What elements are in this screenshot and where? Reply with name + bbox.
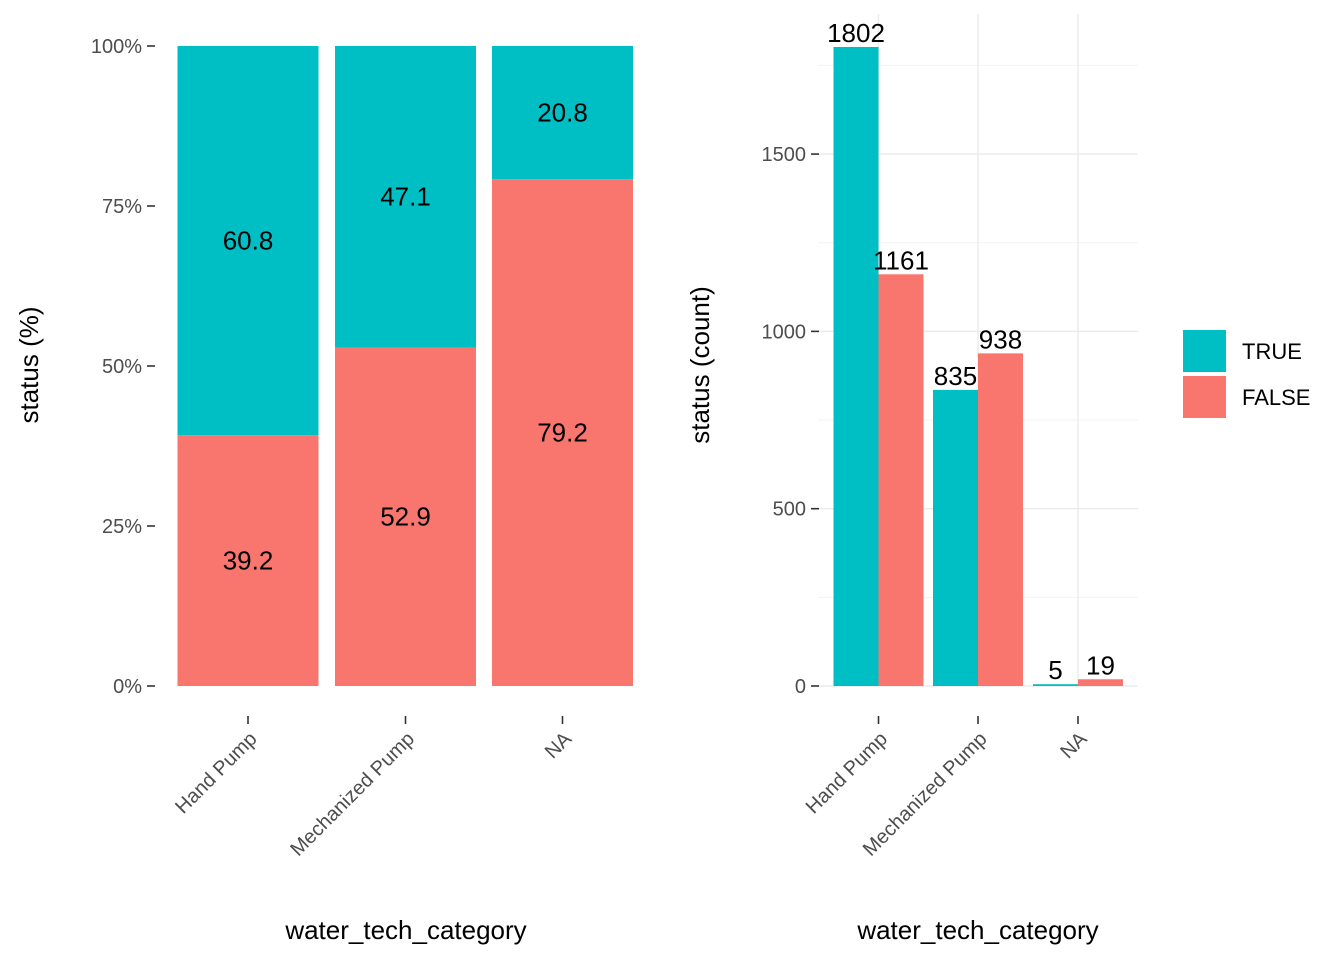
left-y-tick-label: 75% [102,196,142,218]
left-x-axis-title: water_tech_category [284,915,526,945]
right-bars [833,46,1123,686]
bar-count-label-mechanized-pump-true: 835 [934,361,977,391]
bar-count-hand-pump-false [878,274,924,686]
bar-mechanized-pump-false [335,347,476,686]
bar-count-label-mechanized-pump-false: 938 [979,324,1022,354]
left-y-tick-label: 0% [113,676,142,698]
right-x-tick-label: Hand Pump [802,728,892,818]
bar-hand-pump-true [177,46,319,436]
legend-label-true: TRUE [1242,339,1302,364]
bar-label-hand-pump-false: 39.2 [223,546,274,576]
right-x-tick-label: NA [1056,728,1092,764]
right-y-tick-label: 1500 [762,144,807,166]
left-x-tick-label: Hand Pump [171,728,261,818]
right-y-tick-label: 0 [795,676,806,698]
bar-label-na-false: 79.2 [537,418,588,448]
bar-count-mechanized-pump-false [978,353,1023,686]
bar-label-mechanized-pump-false: 52.9 [380,502,431,532]
bar-label-na-true: 20.8 [537,98,588,128]
legend-swatch-true [1183,330,1226,372]
left-y-tick-label: 100% [91,36,142,58]
legend-swatch-false [1183,376,1226,418]
left-x-tick-label: Mechanized Pump [286,728,419,861]
right-y-tick-label: 500 [773,499,806,521]
right-y-tick-label: 1000 [762,321,807,343]
bar-hand-pump-false [177,435,319,686]
bar-label-hand-pump-true: 60.8 [223,226,274,256]
bar-count-label-na-true: 5 [1048,655,1062,685]
left-y-tick-label: 25% [102,516,142,538]
bar-count-label-hand-pump-false: 1161 [873,245,929,275]
bar-label-mechanized-pump-true: 47.1 [380,182,431,212]
bar-count-label-hand-pump-true: 1802 [827,18,885,48]
bar-na-false [492,179,633,686]
bar-count-na-false [1078,679,1123,686]
left-y-axis-title: status (%) [14,306,44,423]
left-bars [177,46,633,686]
bar-mechanized-pump-true [335,46,476,348]
legend: TRUE FALSE [1183,330,1310,418]
legend-label-false: FALSE [1242,385,1310,410]
left-bar-labels: 39.2 60.8 52.9 47.1 79.2 20.8 [223,98,588,576]
bar-na-true [492,46,633,180]
left-y-tick-label: 50% [102,356,142,378]
bar-count-na-true [1033,684,1078,686]
left-y-axis: 0% 25% 50% 75% 100% [91,36,155,698]
right-y-axis: 0 500 1000 1500 [762,144,819,698]
left-x-tick-label: NA [541,728,577,764]
percent-stacked-bar-chart: 0% 25% 50% 75% 100% 39.2 60.8 52.9 47.1 79.2 20.8… [14,36,633,945]
bar-count-mechanized-pump-true [933,389,978,686]
bar-count-label-na-false: 19 [1086,650,1115,680]
left-x-axis: Hand Pump Mechanized Pump NA [171,716,576,861]
right-x-axis-title: water_tech_category [856,915,1098,945]
right-y-axis-title: status (count) [685,286,715,444]
bar-count-hand-pump-true [833,46,879,686]
